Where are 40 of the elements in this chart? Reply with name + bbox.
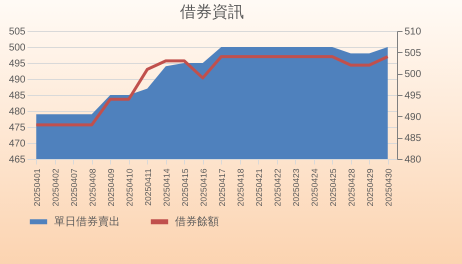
x-tick-label: 20250414 — [161, 168, 172, 206]
x-tick-label: 20250424 — [309, 168, 320, 206]
x-tick-label: 20250417 — [216, 168, 227, 206]
y2-tick-label: 505 — [404, 48, 422, 59]
x-tick-label: 20250423 — [290, 168, 301, 206]
x-tick-label: 20250422 — [272, 168, 282, 206]
x-tick-label: 20250411 — [142, 168, 153, 206]
x-tick-label: 20250408 — [87, 168, 98, 206]
x-tick-label: 20250428 — [346, 168, 356, 206]
y-tick-label: 465 — [8, 154, 26, 166]
legend-label: 借券餘額 — [175, 214, 219, 228]
y-tick-label: 495 — [8, 58, 26, 70]
y2-tick-label: 500 — [404, 69, 422, 80]
x-tick-label: 20250401 — [32, 168, 42, 206]
x-tick-label: 20250407 — [68, 168, 79, 206]
x-tick-label: 20250416 — [198, 168, 208, 206]
y2-tick-label: 490 — [404, 112, 422, 123]
y2-tick-label: 485 — [404, 133, 422, 144]
chart-title: 借券資訊 — [180, 3, 244, 21]
x-tick-label: 20250425 — [328, 168, 338, 206]
y2-tick-label: 510 — [404, 26, 422, 38]
line-series — [34, 55, 390, 126]
y-tick-label: 500 — [8, 42, 26, 54]
y2-tick-label: 495 — [404, 90, 422, 102]
y-tick-label: 475 — [8, 122, 26, 134]
y2-tick-label: 480 — [404, 154, 422, 166]
x-tick-label: 20250421 — [254, 168, 264, 206]
x-tick-label: 20250429 — [364, 168, 375, 206]
y-tick-label: 490 — [8, 74, 26, 86]
y-tick-label: 470 — [8, 138, 26, 150]
x-tick-label: 20250415 — [180, 168, 190, 206]
legend-label: 單日借券賣出 — [54, 214, 120, 228]
x-tick-label: 20250410 — [124, 168, 134, 206]
x-tick-label: 20250418 — [235, 168, 246, 206]
y-tick-label: 505 — [8, 26, 26, 38]
x-tick-label: 20250409 — [106, 168, 116, 206]
y-tick-label: 485 — [8, 90, 26, 102]
x-tick-label: 20250430 — [383, 168, 394, 206]
y-tick-label: 480 — [8, 106, 26, 118]
x-tick-label: 20250402 — [50, 168, 60, 206]
